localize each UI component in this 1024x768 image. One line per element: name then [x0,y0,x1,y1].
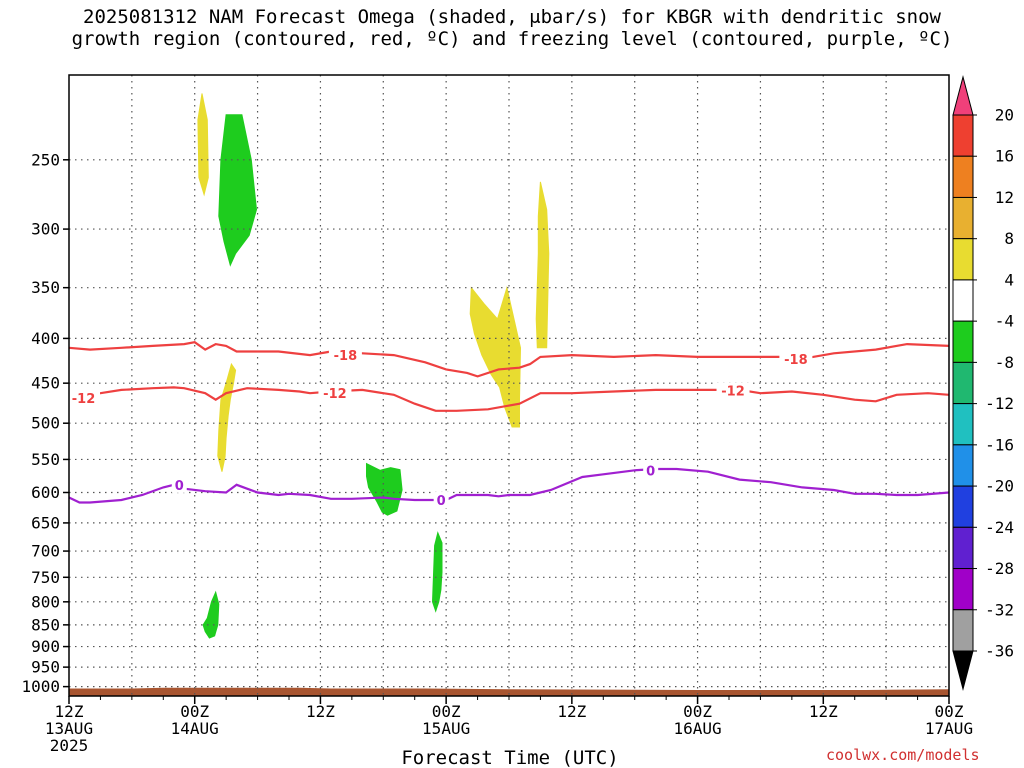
contour-line [68,467,950,504]
colorbar-segment [952,361,974,405]
y-tick-label: 900 [31,637,60,656]
x-tick-label: 14AUG [171,719,219,738]
y-tick-label: 850 [31,615,60,634]
terrain-surface [69,687,949,696]
omega-shade-region [469,285,522,428]
contour-label-bg [779,350,813,367]
x-tick-label: 12Z [306,702,335,721]
y-tick-label: 550 [31,450,60,469]
grid-layer [69,75,949,696]
contour-label: 0 [437,494,446,509]
contour-label: 0 [175,479,184,494]
colorbar-arrow-top [952,75,974,116]
omega-shade-region [535,181,550,349]
x-tick-label: 12Z [809,702,838,721]
y-tick-label: 700 [31,542,60,561]
omega-fill-layer [69,93,949,696]
colorbar-label: -8 [995,353,1014,372]
x-tick-label: 12Z [557,702,586,721]
contour-label-bg [433,492,449,509]
x-tick-label: 17AUG [925,719,973,738]
x-tick-label: 2025 [50,736,89,755]
omega-shade-region [366,462,403,516]
x-tick-label: 00Z [180,702,209,721]
contour-label: -12 [323,387,347,402]
colorbar-segment [952,526,974,570]
omega-shade-region [202,590,220,639]
axes-layer: 250 300 350 400 450 500 550 600 650 700 750 800 850 9… [21,74,973,755]
colorbar-label: -12 [985,394,1014,413]
y-tick-label: 600 [31,483,60,502]
colorbar-label: -36 [985,642,1014,661]
colorbar-label: 4 [1004,270,1014,289]
colorbar-segment [952,279,974,322]
y-tick-label: 1000 [21,677,60,696]
colorbar-segment [952,568,974,611]
colorbar-segment [952,609,974,652]
colorbar-label: -28 [985,559,1014,578]
x-axis-label: Forecast Time (UTC) [401,747,618,768]
x-tick-label: 00Z [432,702,461,721]
colorbar-label: 16 [995,147,1014,166]
colorbar-segment [952,320,974,363]
x-tick-label: 00Z [935,702,964,721]
colorbar-arrow-bottom [952,650,974,691]
y-tick-label: 750 [31,568,60,587]
contour-label-bg [67,390,100,407]
y-tick-label: 250 [31,150,60,169]
colorbar-label: -4 [995,312,1014,331]
contour-label: -12 [72,392,96,407]
colorbar-segment [952,485,974,528]
colorbar: 20 16 12 8 4 -4 -8 -12 -16 -20 -24 -28 -32 -36 [952,75,1014,691]
colorbar-label: -16 [985,435,1014,454]
contour-label-bg [318,385,352,402]
contour-line [68,341,950,378]
contour-layer: -18 -18 -12 -12 -12 0 0 0 [67,341,950,509]
colorbar-segment [952,155,974,198]
x-tick-label: 12Z [55,702,84,721]
omega-shade-region [218,114,258,267]
y-tick-label: 500 [31,414,60,433]
colorbar-segment [952,114,974,157]
y-tick-label: 650 [31,513,60,532]
y-tick-label: 300 [31,220,60,239]
contour-label: -18 [334,349,358,364]
colorbar-label: 12 [995,188,1014,207]
chart-title: 2025081312 NAM Forecast Omega (shaded, μ… [71,6,953,50]
colorbar-label: 8 [1004,229,1014,248]
colorbar-segment [952,238,974,281]
contour-label-bg [171,476,187,493]
contour-label-bg [328,347,362,364]
colorbar-label: -24 [985,518,1014,537]
x-tick-label: 15AUG [422,719,470,738]
y-tick-label: 350 [31,278,60,297]
y-tick-label: 400 [31,329,60,348]
colorbar-segment [952,444,974,487]
x-tick-label: 00Z [683,702,712,721]
credit-text: coolwx.com/models [826,746,980,764]
colorbar-label: 20 [995,106,1014,125]
x-tick-label: 13AUG [45,719,93,738]
omega-shade-region [431,531,443,613]
y-tick-label: 450 [31,374,60,393]
contour-label-bg [643,462,659,479]
contour-line [68,386,950,412]
contour-label: -12 [721,385,745,400]
y-tick-label: 800 [31,592,60,611]
omega-shade-region [217,362,237,472]
omega-shade-region [197,93,209,197]
contour-label: 0 [646,464,655,479]
colorbar-label: -20 [985,477,1014,496]
contour-label: -18 [784,353,808,368]
y-tick-label: 950 [31,658,60,677]
colorbar-label: -32 [985,600,1014,619]
x-tick-label: 16AUG [673,719,721,738]
colorbar-segment [952,403,974,446]
contour-label-bg [716,382,750,399]
colorbar-segment [952,196,974,240]
